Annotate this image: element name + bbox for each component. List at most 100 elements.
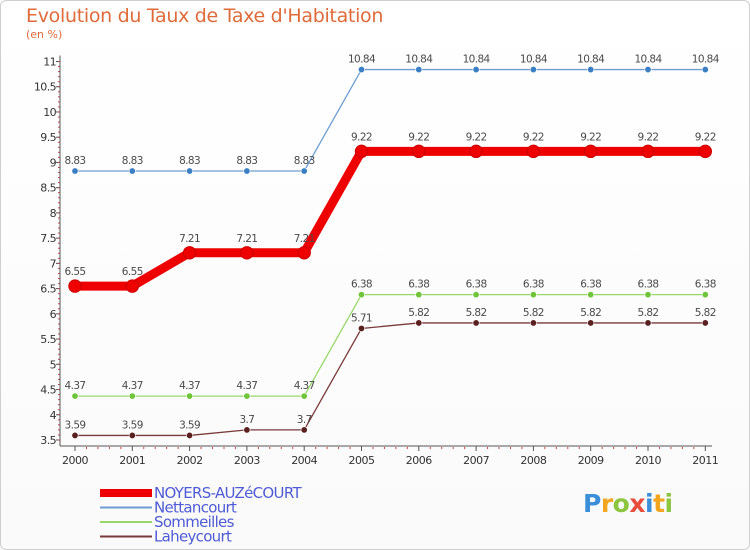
- y-minor-tick: [58, 217, 60, 219]
- data-label: 9.22: [408, 131, 429, 143]
- data-point: [357, 66, 365, 74]
- data-label: 9.22: [638, 131, 659, 143]
- data-point: [644, 319, 652, 327]
- x-minor-tick: [120, 447, 122, 449]
- data-point: [526, 144, 541, 159]
- data-label: 5.82: [695, 307, 716, 319]
- y-minor-tick: [58, 333, 60, 335]
- y-minor-tick: [58, 237, 60, 239]
- data-point: [297, 246, 311, 260]
- y-minor-tick: [58, 318, 60, 320]
- data-point: [472, 291, 480, 299]
- x-minor-tick: [578, 447, 580, 449]
- x-minor-tick: [154, 447, 156, 449]
- x-tick-label: 2010: [635, 454, 661, 467]
- data-label: 9.22: [523, 131, 544, 143]
- x-tick-label: 2004: [291, 454, 317, 467]
- y-minor-tick: [58, 353, 60, 355]
- y-minor-tick: [58, 394, 60, 396]
- data-point: [240, 246, 254, 260]
- y-minor-tick: [58, 328, 60, 330]
- x-tick-label: 2001: [119, 454, 145, 467]
- y-minor-tick: [58, 146, 60, 148]
- x-minor-tick: [372, 447, 374, 449]
- logo-letter: t: [653, 489, 665, 518]
- data-label: 10.84: [692, 54, 720, 66]
- y-minor-tick: [58, 151, 60, 153]
- y-minor-tick: [58, 86, 60, 88]
- data-point: [415, 291, 423, 299]
- data-label: 10.84: [577, 54, 605, 66]
- x-minor-tick: [693, 447, 695, 449]
- y-minor-tick: [58, 222, 60, 224]
- x-minor-tick: [292, 447, 294, 449]
- y-minor-tick: [58, 156, 60, 158]
- legend-label-sommeilles: Sommeilles: [154, 513, 235, 531]
- y-minor-tick: [58, 404, 60, 406]
- y-minor-tick: [58, 61, 60, 62]
- data-point: [472, 66, 480, 74]
- y-minor-tick: [58, 257, 60, 259]
- y-minor-tick: [58, 283, 60, 285]
- data-label: 10.84: [348, 54, 376, 66]
- x-minor-tick: [555, 447, 557, 449]
- y-minor-tick: [58, 96, 60, 98]
- data-point: [587, 291, 595, 299]
- y-tick-label: 7: [50, 257, 57, 270]
- y-minor-tick: [58, 338, 60, 340]
- data-label: 9.22: [466, 131, 487, 143]
- logo-letter: x: [629, 489, 645, 518]
- x-minor-tick: [429, 447, 431, 449]
- data-label: 4.37: [179, 380, 200, 392]
- data-label: 6.38: [523, 279, 544, 291]
- data-point: [701, 291, 709, 299]
- legend-label-noyers-auz-court: NOYERS-AUZéCOURT: [154, 484, 302, 502]
- x-tick-label: 2000: [62, 454, 88, 467]
- x-tick-label: 2005: [349, 454, 375, 467]
- data-label: 6.38: [580, 279, 601, 291]
- data-point: [469, 144, 483, 159]
- y-tick-label: 11: [43, 56, 56, 69]
- y-minor-tick: [58, 76, 60, 78]
- data-label: 5.82: [638, 307, 659, 319]
- y-minor-tick: [58, 419, 60, 421]
- x-minor-tick: [234, 447, 236, 449]
- y-minor-tick: [58, 323, 60, 325]
- legend-label-nettancourt: Nettancourt: [154, 499, 237, 517]
- y-minor-tick: [58, 192, 60, 194]
- data-label: 8.83: [65, 155, 86, 167]
- data-label: 10.84: [405, 54, 433, 66]
- x-minor-tick: [315, 447, 317, 449]
- y-minor-tick: [58, 348, 60, 350]
- y-minor-tick: [58, 172, 60, 174]
- data-point: [587, 66, 595, 74]
- x-tick-label: 2002: [177, 454, 203, 467]
- y-minor-tick: [58, 126, 60, 128]
- data-point: [243, 392, 251, 400]
- data-point: [641, 144, 655, 159]
- x-minor-tick: [498, 447, 500, 449]
- x-minor-tick: [280, 447, 282, 449]
- data-label: 8.83: [294, 155, 315, 167]
- x-minor-tick: [601, 447, 603, 449]
- data-point: [701, 66, 709, 74]
- y-tick-label: 7.5: [40, 232, 56, 245]
- y-minor-tick: [58, 363, 60, 365]
- y-minor-tick: [58, 434, 60, 436]
- x-minor-tick: [521, 447, 523, 449]
- y-minor-tick: [58, 116, 60, 118]
- y-minor-tick: [58, 101, 60, 103]
- data-label: 3.59: [179, 419, 200, 431]
- series-noyers-auz-court: [68, 144, 712, 293]
- y-tick-label: 8.5: [40, 182, 56, 195]
- y-minor-tick: [58, 111, 60, 113]
- x-minor-tick: [212, 447, 214, 449]
- y-tick-label: 10: [43, 106, 56, 119]
- legend-label-laheycourt: Laheycourt: [154, 528, 232, 546]
- y-minor-tick: [58, 81, 60, 83]
- y-tick-label: 9: [50, 156, 57, 169]
- y-minor-tick: [58, 212, 60, 214]
- x-minor-tick: [349, 447, 351, 449]
- x-minor-tick: [544, 447, 546, 449]
- data-label: 6.38: [638, 279, 659, 291]
